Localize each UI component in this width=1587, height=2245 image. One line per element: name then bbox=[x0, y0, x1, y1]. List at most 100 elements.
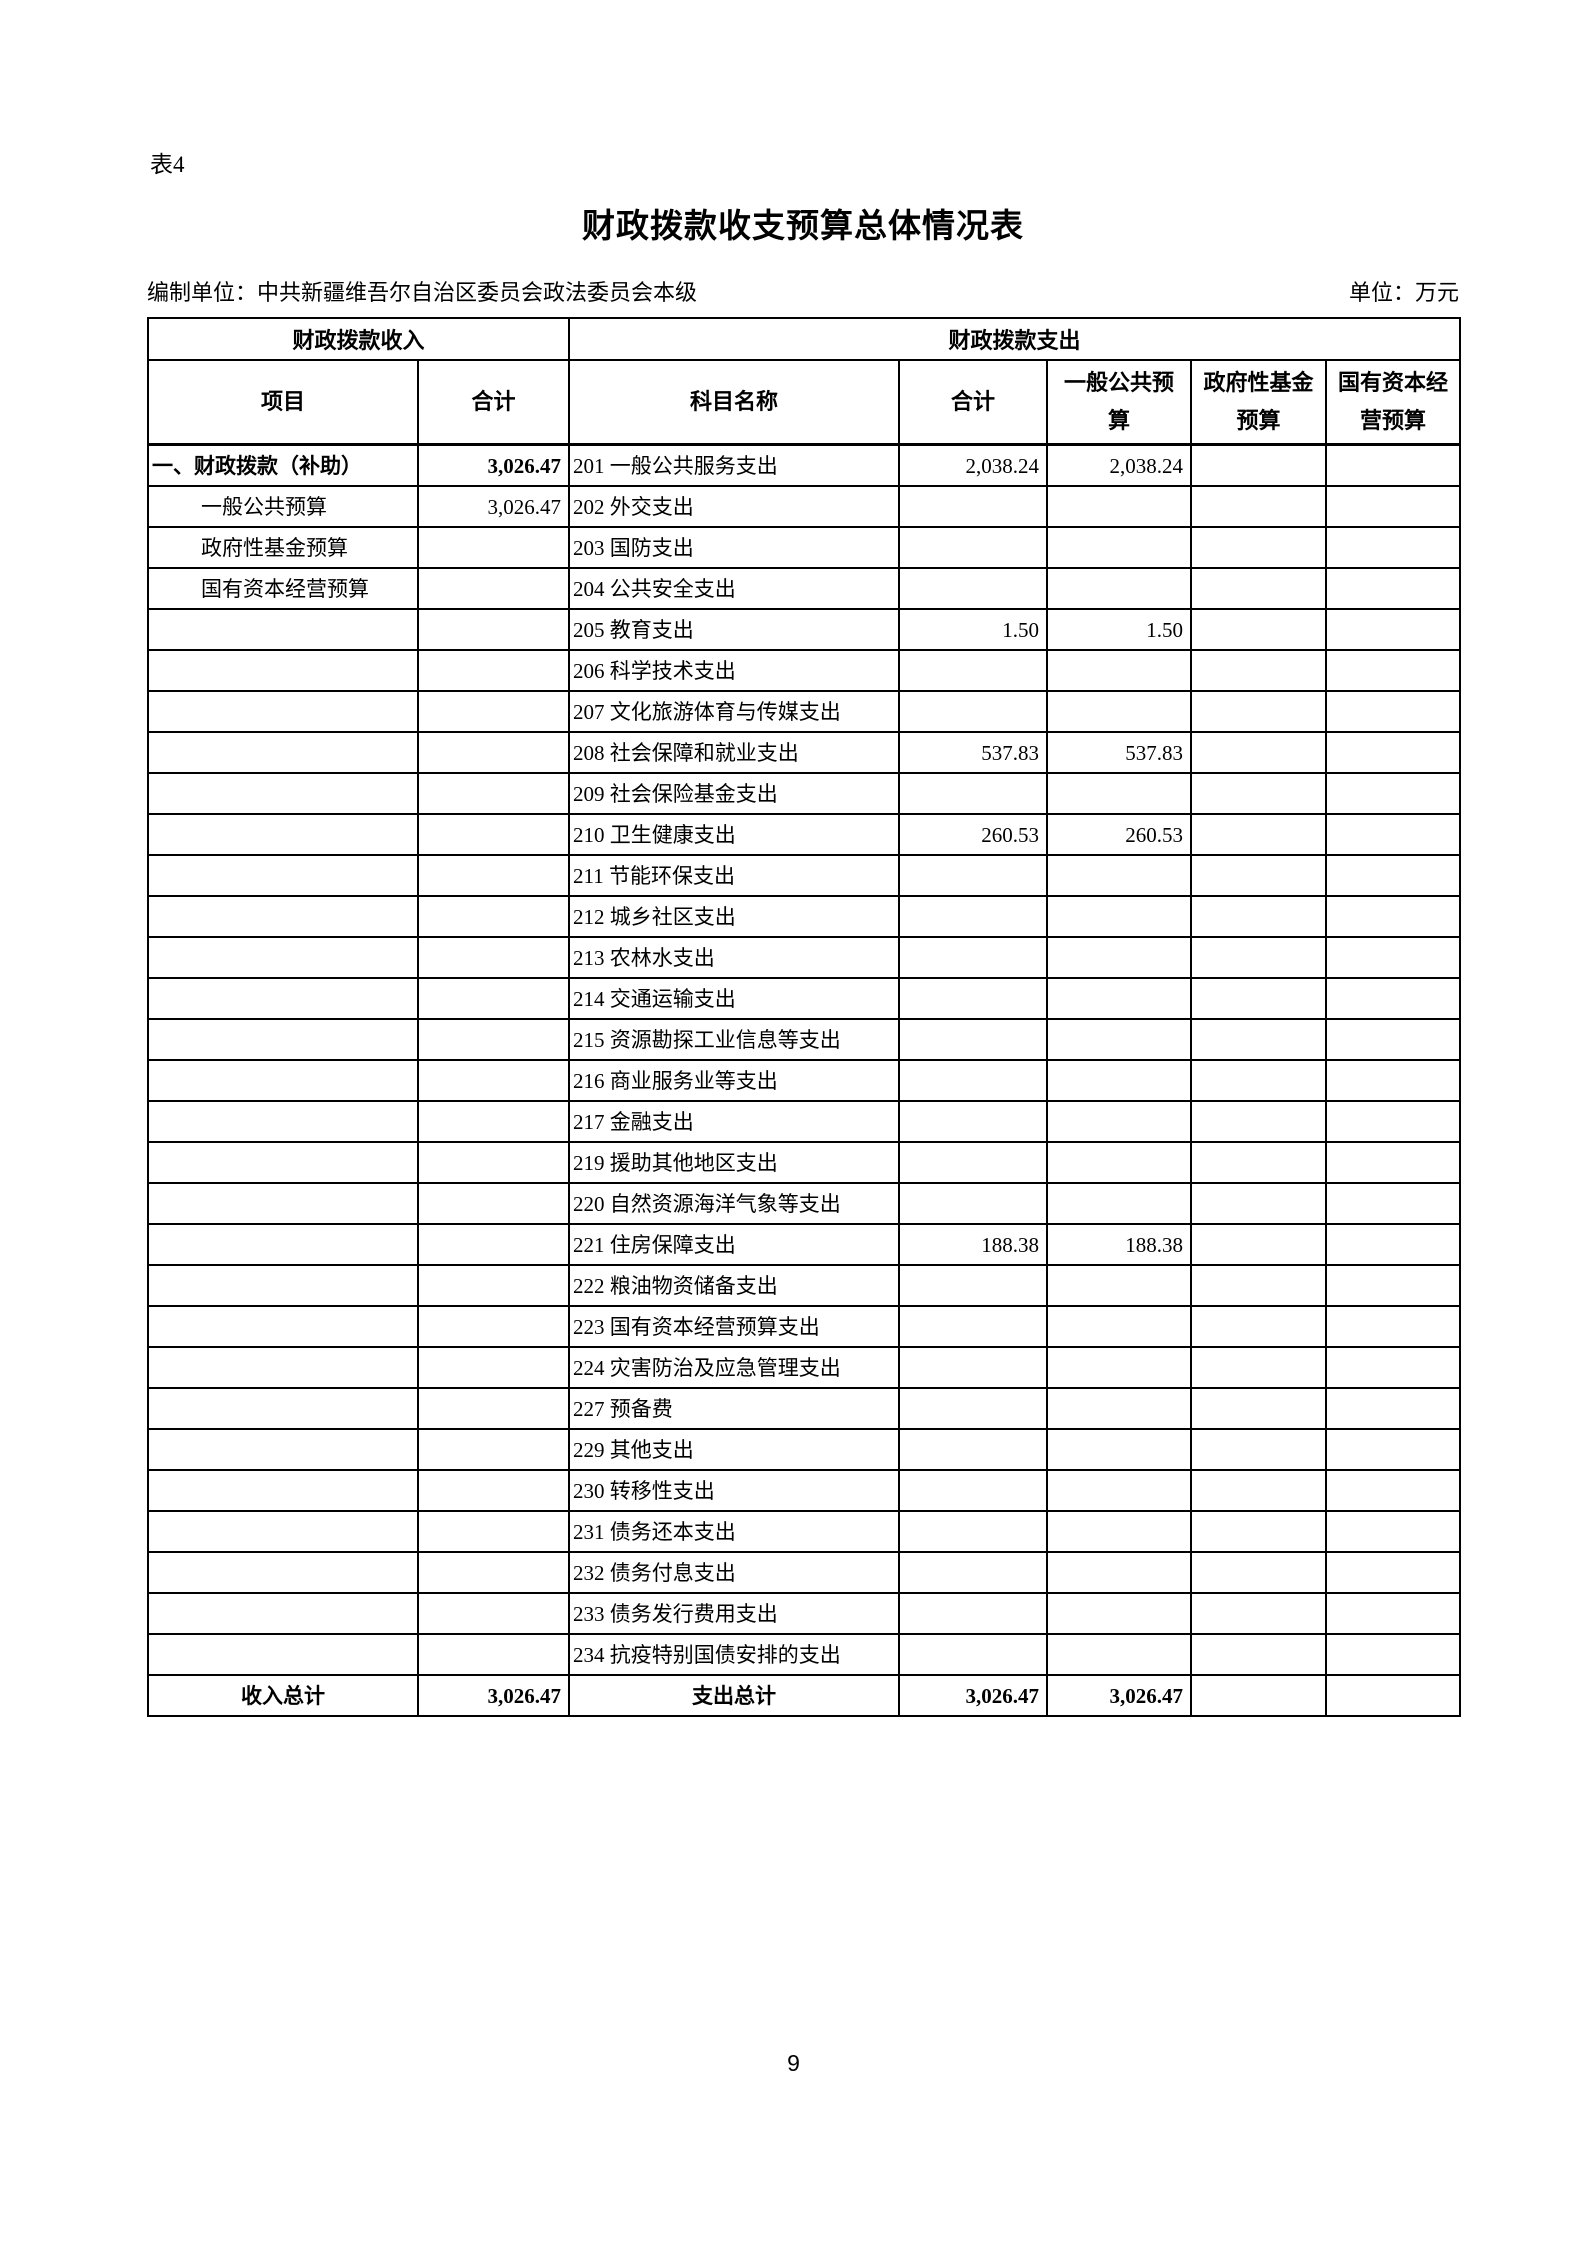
cell bbox=[147, 936, 419, 979]
cell bbox=[416, 1633, 571, 1676]
cell bbox=[1325, 1428, 1462, 1471]
cell: 1.50 bbox=[898, 608, 1049, 651]
cell bbox=[898, 690, 1049, 733]
cell: 202 外交支出 bbox=[568, 485, 901, 528]
cell bbox=[416, 813, 571, 856]
cell bbox=[898, 485, 1049, 528]
cell bbox=[416, 936, 571, 979]
cell bbox=[1046, 649, 1193, 692]
cell bbox=[1325, 485, 1462, 528]
cell: 537.83 bbox=[898, 731, 1049, 774]
table-total-row: 收入总计 3,026.47 支出总计 3,026.47 3,026.47 bbox=[147, 1674, 1462, 1717]
cell: 232 债务付息支出 bbox=[568, 1551, 901, 1594]
table-row: 234 抗疫特别国债安排的支出 bbox=[147, 1633, 1462, 1676]
cell bbox=[1046, 1510, 1193, 1553]
cell bbox=[1190, 1346, 1328, 1389]
cell: 233 债务发行费用支出 bbox=[568, 1592, 901, 1635]
cell bbox=[1190, 1674, 1328, 1717]
cell bbox=[147, 1100, 419, 1143]
cell: 204 公共安全支出 bbox=[568, 567, 901, 610]
cell bbox=[416, 895, 571, 938]
cell bbox=[898, 1264, 1049, 1307]
cell bbox=[1190, 567, 1328, 610]
cell bbox=[1325, 1346, 1462, 1389]
cell bbox=[1325, 690, 1462, 733]
cell bbox=[898, 1633, 1049, 1676]
cell bbox=[1046, 1182, 1193, 1225]
cell bbox=[1325, 854, 1462, 897]
cell: 3,026.47 bbox=[416, 1674, 571, 1717]
cell: 220 自然资源海洋气象等支出 bbox=[568, 1182, 901, 1225]
cell: 国有资本经营预算 bbox=[147, 567, 419, 610]
cell bbox=[147, 854, 419, 897]
cell bbox=[147, 1469, 419, 1512]
cell bbox=[1190, 1100, 1328, 1143]
cell bbox=[416, 1510, 571, 1553]
cell bbox=[147, 1510, 419, 1553]
table-row: 一、财政拨款（补助） 3,026.47 201 一般公共服务支出 2,038.24 2,… bbox=[147, 443, 1462, 487]
cell bbox=[416, 1264, 571, 1307]
cell bbox=[1325, 1100, 1462, 1143]
cell bbox=[898, 1182, 1049, 1225]
cell bbox=[147, 1264, 419, 1307]
table-row: 205 教育支出 1.50 1.50 bbox=[147, 608, 1462, 651]
cell: 一般公共预算 bbox=[147, 485, 419, 528]
cell bbox=[1325, 772, 1462, 815]
cell bbox=[1325, 1018, 1462, 1061]
table-row: 227 预备费 bbox=[147, 1387, 1462, 1430]
cell: 224 灾害防治及应急管理支出 bbox=[568, 1346, 901, 1389]
cell: 219 援助其他地区支出 bbox=[568, 1141, 901, 1184]
table-row: 232 债务付息支出 bbox=[147, 1551, 1462, 1594]
table-row: 一般公共预算 3,026.47 202 外交支出 bbox=[147, 485, 1462, 528]
table-row: 231 债务还本支出 bbox=[147, 1510, 1462, 1553]
cell bbox=[416, 649, 571, 692]
cell bbox=[1325, 1387, 1462, 1430]
cell: 537.83 bbox=[1046, 731, 1193, 774]
cell bbox=[1325, 813, 1462, 856]
cell bbox=[147, 1387, 419, 1430]
cell bbox=[416, 1551, 571, 1594]
cell bbox=[416, 1387, 571, 1430]
cell bbox=[898, 1469, 1049, 1512]
cell bbox=[898, 1141, 1049, 1184]
cell bbox=[1190, 731, 1328, 774]
cell bbox=[147, 895, 419, 938]
cell bbox=[1190, 1182, 1328, 1225]
cell bbox=[1046, 772, 1193, 815]
cell bbox=[1046, 1264, 1193, 1307]
cell bbox=[1046, 485, 1193, 528]
table-row: 212 城乡社区支出 bbox=[147, 895, 1462, 938]
cell bbox=[416, 1223, 571, 1266]
cell bbox=[1046, 526, 1193, 569]
cell bbox=[147, 1551, 419, 1594]
cell bbox=[1046, 1059, 1193, 1102]
cell bbox=[416, 1018, 571, 1061]
cell bbox=[416, 731, 571, 774]
cell bbox=[1190, 813, 1328, 856]
cell bbox=[416, 1428, 571, 1471]
cell bbox=[898, 526, 1049, 569]
cell bbox=[1046, 1592, 1193, 1635]
cell bbox=[416, 1469, 571, 1512]
cell bbox=[1190, 690, 1328, 733]
cell bbox=[1046, 895, 1193, 938]
cell bbox=[1046, 1100, 1193, 1143]
cell bbox=[147, 1182, 419, 1225]
cell bbox=[416, 1100, 571, 1143]
cell bbox=[898, 1346, 1049, 1389]
cell bbox=[1325, 1469, 1462, 1512]
cell: 188.38 bbox=[898, 1223, 1049, 1266]
prepared-by-label: 编制单位：中共新疆维吾尔自治区委员会政法委员会本级 bbox=[147, 280, 698, 305]
cell bbox=[898, 1018, 1049, 1061]
cell bbox=[1325, 936, 1462, 979]
cell bbox=[898, 772, 1049, 815]
table-label: 表4 bbox=[150, 152, 185, 177]
cell bbox=[416, 1059, 571, 1102]
cell bbox=[1190, 1551, 1328, 1594]
cell bbox=[1190, 649, 1328, 692]
cell: 3,026.47 bbox=[416, 443, 571, 487]
cell bbox=[1046, 1018, 1193, 1061]
cell bbox=[898, 936, 1049, 979]
cell bbox=[1046, 1469, 1193, 1512]
